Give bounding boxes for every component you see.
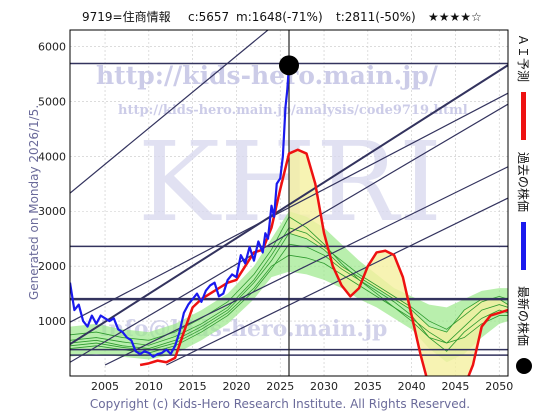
trend-line-0 [70,30,269,194]
trend-line-3 [104,166,508,366]
x-tick-label-4: 2025 [266,380,294,393]
latest-price-marker [279,55,299,76]
x-tick-label-1: 2010 [135,380,163,393]
trend-line-4 [166,197,508,366]
y-tick-label-3: 4000 [38,150,66,163]
rating-stars: ★★★★☆ [428,10,482,24]
y-tick-label-0: 1000 [38,315,66,328]
x-tick-label-7: 2040 [398,380,426,393]
copyright-footer: Copyright (c) Kids-Hero Research Institu… [90,397,470,411]
stock-code-label: 9719=住商情報 [82,9,171,24]
past-price-line [70,65,291,358]
generated-date-label: Generated on Monday 2026/1/5. [27,105,41,300]
x-tick-label-6: 2035 [354,380,382,393]
y-tick-label-4: 5000 [38,95,66,108]
mid-price-label: m:1648(-71%) [236,10,323,24]
forecast-green-line-2 [70,243,508,354]
legend-past-price-label: 過去の株価 [516,152,531,212]
legend-latest-price-label: 最新の株価 [516,286,531,346]
legend: ＡＩ予測 過去の株価 最新の株価 [516,34,532,374]
axis-ticks: 2005 2010 2015 2020 2025 2030 2035 2040 2045 2050… [38,40,513,393]
x-tick-label-0: 2005 [91,380,119,393]
x-tick-label-9: 2050 [485,380,513,393]
legend-past-price-swatch [521,222,526,270]
y-tick-label-5: 6000 [38,40,66,53]
x-tick-label-8: 2045 [441,380,469,393]
watermark-main-url: http://kids-hero.main.jp/ [96,61,439,90]
watermark-analysis-url: http://kids-hero.main.jp/analysis/code97… [118,103,468,118]
close-price-label: c:5657 [188,10,229,24]
y-tick-label-1: 2000 [38,260,66,273]
forecast-green-line-4 [70,254,508,351]
legend-latest-price-marker [516,358,532,374]
plot-layer [70,30,508,376]
forecast-band-0 [70,211,508,363]
overlay-layer [279,55,299,76]
x-tick-label-2: 2015 [179,380,207,393]
watermark-layer: KHRI http://kids-hero.main.jp/ http://ki… [96,61,468,342]
legend-ai-forecast-label: ＡＩ予測 [516,34,530,82]
x-tick-label-3: 2020 [222,380,250,393]
x-tick-label-5: 2030 [310,380,338,393]
plot-frame [69,29,509,377]
legend-ai-forecast-swatch [521,92,526,140]
target-price-label: t:2811(-50%) [336,10,416,24]
y-tick-label-2: 3000 [38,205,66,218]
